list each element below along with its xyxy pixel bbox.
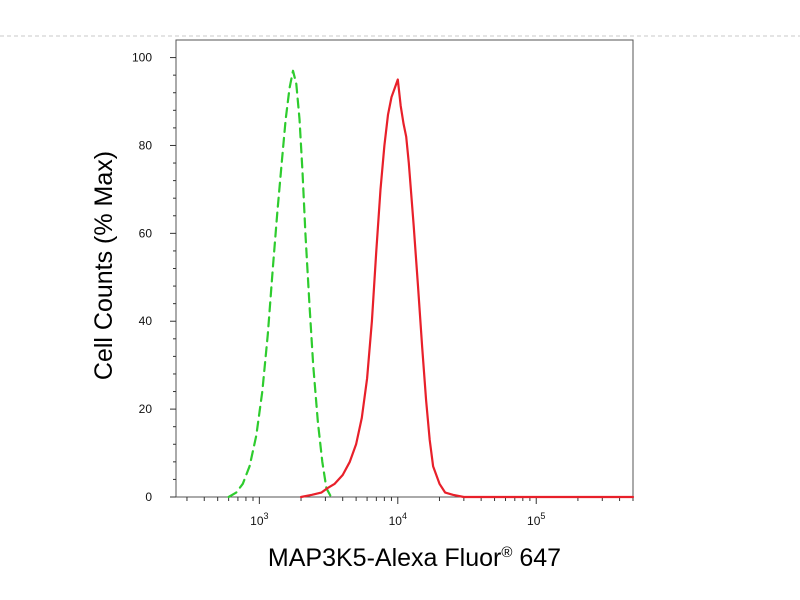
- x-axis-ticks: 103 104 105: [186, 497, 634, 528]
- series-line: [227, 69, 333, 499]
- y-tick-label: 20: [139, 402, 153, 416]
- y-tick-label: 100: [132, 51, 152, 65]
- y-tick-label: 0: [145, 490, 152, 504]
- y-tick-label: 40: [139, 314, 153, 328]
- plot-frame: [175, 39, 634, 498]
- series-line: [299, 78, 635, 499]
- x-tick-label: 105: [527, 511, 545, 528]
- x-axis-label: MAP3K5-Alexa Fluor® 647: [268, 544, 561, 572]
- y-axis-ticks: 0 20 40 60 80 100: [132, 51, 176, 504]
- x-axis-label-main: MAP3K5-Alexa Fluor: [268, 544, 501, 572]
- x-axis-label-superscript: ®: [501, 544, 512, 561]
- y-tick-label: 80: [139, 138, 153, 152]
- y-axis-label: Cell Counts (% Max): [90, 151, 118, 380]
- x-tick-label: 103: [250, 511, 268, 528]
- series-layer: [227, 69, 635, 499]
- x-axis-label-suffix: 647: [512, 544, 561, 572]
- x-tick-label: 104: [389, 511, 407, 528]
- y-tick-label: 60: [139, 226, 153, 240]
